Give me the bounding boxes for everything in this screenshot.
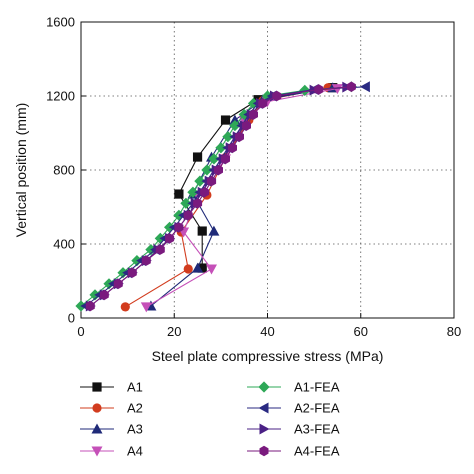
- legend-item-a1: A1: [80, 380, 143, 395]
- data-point-a4: [140, 302, 152, 313]
- y-tick-label: 1200: [46, 89, 75, 104]
- data-point-a1-fea: [194, 175, 206, 187]
- data-point-a1-fea: [222, 131, 234, 143]
- data-point-a2-fea: [359, 81, 370, 93]
- data-point-a1: [220, 115, 231, 125]
- legend-item-a2-fea: A2-FEA: [247, 401, 340, 416]
- data-point-a4-fea: [235, 131, 244, 142]
- legend-marker: [259, 423, 270, 435]
- data-point-a1: [197, 226, 207, 236]
- data-point-a4-fea: [174, 222, 184, 233]
- y-tick-label: 400: [53, 237, 75, 252]
- data-point-a1-fea: [215, 142, 227, 154]
- plot-frame: [80, 21, 455, 319]
- legend-label: A3: [127, 422, 143, 437]
- data-point-a4-fea: [258, 98, 268, 109]
- series-a4-fea: [85, 81, 356, 312]
- data-point-a4-fea: [99, 289, 109, 301]
- data-point-a3: [208, 225, 220, 236]
- data-point-a4-fea: [127, 267, 137, 278]
- x-tick-label: 40: [260, 324, 274, 339]
- series-line-a4-fea: [89, 86, 352, 307]
- data-point-a4-fea: [183, 210, 193, 221]
- data-point-a4-fea: [207, 175, 217, 187]
- series-a3-fea: [85, 81, 353, 312]
- data-point-a4-fea: [141, 255, 151, 266]
- legend-item-a3-fea: A3-FEA: [247, 422, 340, 437]
- series-layer: [75, 81, 370, 313]
- data-point-a1-fea: [187, 186, 199, 198]
- data-point-a4-fea: [214, 164, 223, 176]
- y-tick-label: 800: [53, 163, 75, 178]
- legend-marker: [258, 402, 269, 414]
- legend-item-a4-fea: A4-FEA: [247, 444, 340, 459]
- x-tick-label: 60: [354, 324, 368, 339]
- data-point-a2: [183, 264, 193, 274]
- data-point-a1-fea: [201, 164, 213, 176]
- data-point-a4-fea: [314, 84, 324, 95]
- y-axis-label: Vertical position (mm): [13, 103, 29, 238]
- data-point-a2: [120, 302, 130, 312]
- legend: A1 A2 A3 A4 A1-FEA A2-FEA A3-FEA A4-FEA: [80, 380, 340, 459]
- series-line-a2-fea: [85, 86, 366, 307]
- data-point-a4-fea: [193, 198, 203, 209]
- data-point-a4-fea: [221, 153, 230, 165]
- data-point-a4-fea: [165, 233, 175, 244]
- legend-label: A4: [127, 444, 143, 459]
- legend-label: A2: [127, 401, 143, 416]
- data-point-a1: [197, 263, 207, 273]
- legend-label: A1-FEA: [294, 380, 340, 395]
- data-point-a4-fea: [249, 109, 258, 120]
- x-axis-label: Steel plate compressive stress (MPa): [152, 348, 384, 364]
- data-point-a4: [331, 84, 343, 95]
- legend-item-a1-fea: A1-FEA: [247, 380, 340, 395]
- data-point-a1: [192, 152, 203, 162]
- legend-marker: [92, 382, 102, 392]
- legend-label: A3-FEA: [294, 422, 340, 437]
- data-point-a1-fea: [208, 153, 220, 165]
- legend-item-a2: A2: [80, 401, 143, 416]
- data-point-a4-fea: [85, 300, 95, 312]
- data-point-a4-fea: [242, 120, 251, 131]
- x-tick-label: 0: [77, 324, 84, 339]
- x-tick-label: 20: [167, 324, 181, 339]
- x-tick-label: 80: [447, 324, 461, 339]
- data-point-a4-fea: [113, 278, 123, 289]
- data-point-a3: [192, 262, 204, 273]
- legend-marker: [259, 445, 269, 457]
- y-tick-label: 1600: [46, 15, 75, 30]
- legend-marker: [92, 403, 102, 413]
- legend-marker: [91, 423, 103, 434]
- series-line-a1-fea: [80, 86, 352, 307]
- y-tick-label: 0: [68, 311, 75, 326]
- grid-lines: [81, 22, 454, 318]
- legend-marker: [91, 446, 103, 457]
- legend-item-a3: A3: [80, 422, 143, 437]
- data-point-a1-fea: [180, 197, 192, 209]
- data-point-a4: [206, 264, 217, 275]
- data-point-a4-fea: [346, 81, 356, 92]
- data-point-a4-fea: [155, 244, 165, 255]
- data-point-a4-fea: [228, 142, 237, 153]
- series-a1-fea: [75, 81, 357, 312]
- data-point-a4-fea: [200, 187, 210, 198]
- legend-label: A4-FEA: [294, 444, 340, 459]
- legend-marker: [258, 381, 270, 393]
- data-point-a4-fea: [272, 90, 282, 102]
- legend-item-a4: A4: [80, 444, 143, 459]
- legend-label: A2-FEA: [294, 401, 340, 416]
- data-point-a1: [174, 189, 184, 199]
- series-a4: [140, 84, 343, 313]
- data-point-a1-fea: [229, 120, 241, 132]
- legend-label: A1: [127, 380, 143, 395]
